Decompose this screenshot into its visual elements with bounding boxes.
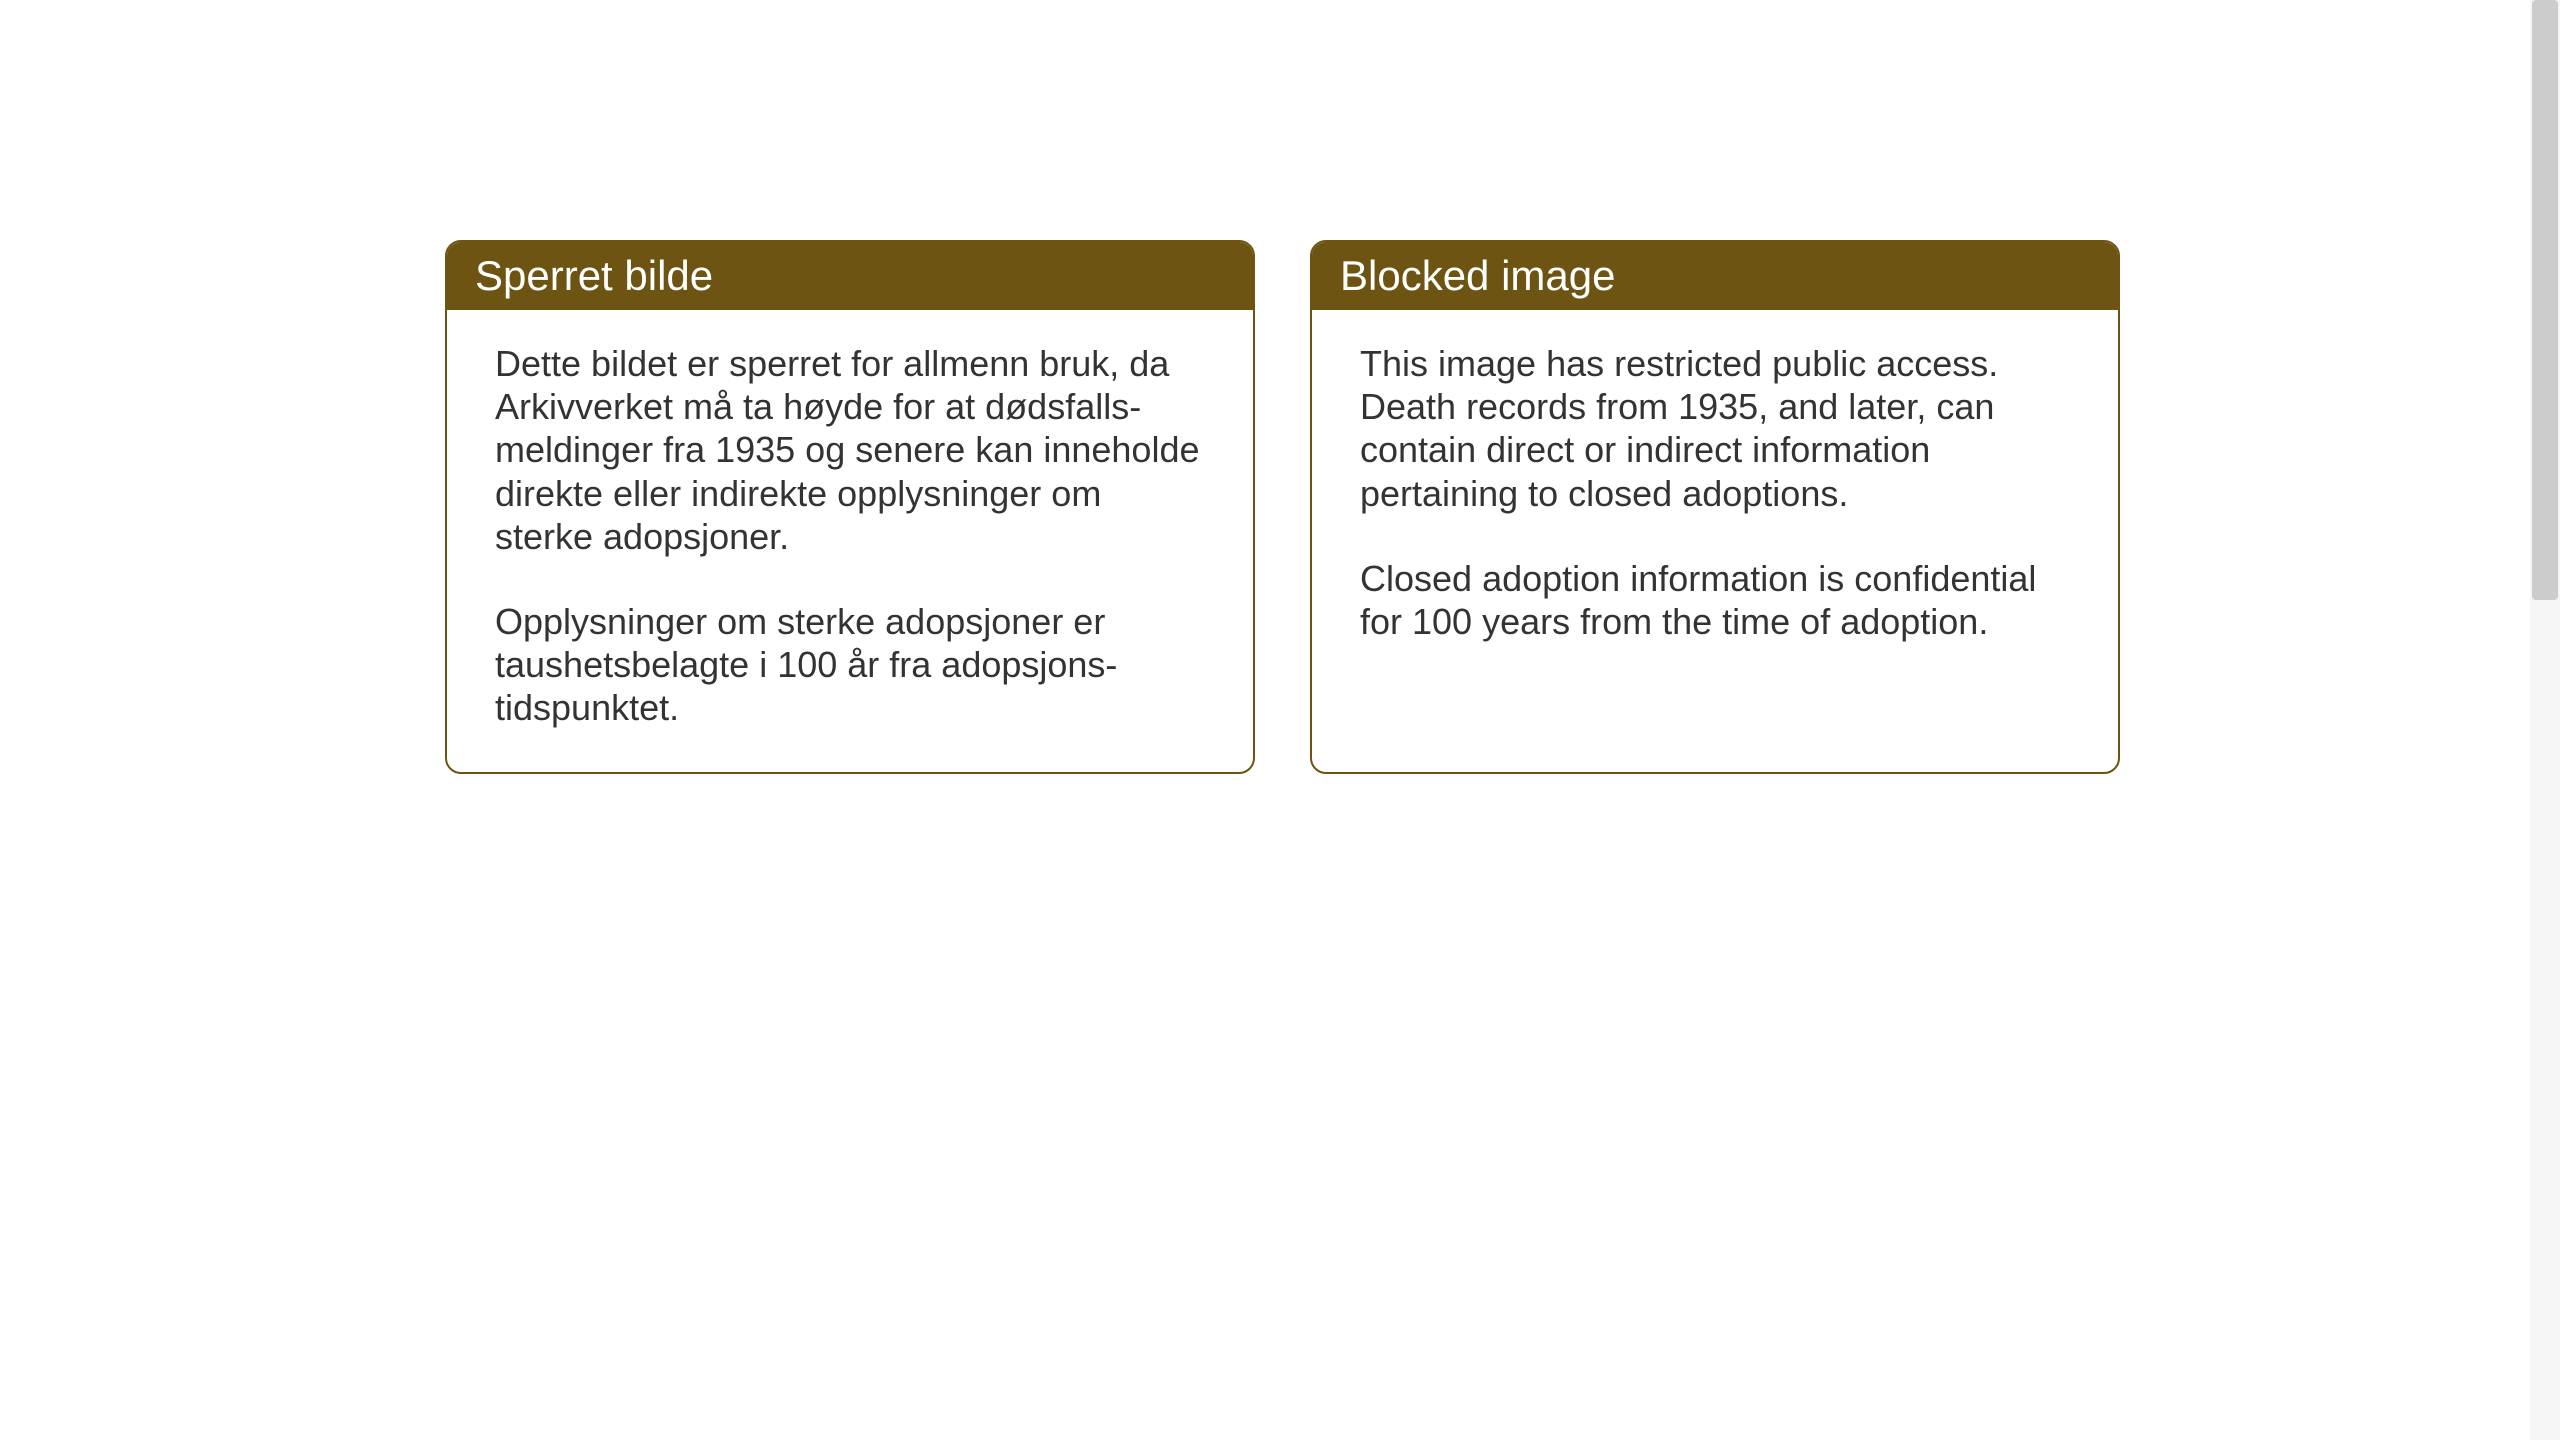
notice-body-english: This image has restricted public access.… (1312, 310, 2118, 685)
notice-paragraph: This image has restricted public access.… (1360, 342, 2070, 515)
notice-body-norwegian: Dette bildet er sperret for allmenn bruk… (447, 310, 1253, 772)
notice-paragraph: Opplysninger om sterke adopsjoner er tau… (495, 600, 1205, 730)
notice-header-english: Blocked image (1312, 242, 2118, 310)
notice-box-english: Blocked image This image has restricted … (1310, 240, 2120, 774)
notice-paragraph: Dette bildet er sperret for allmenn bruk… (495, 342, 1205, 558)
notice-box-norwegian: Sperret bilde Dette bildet er sperret fo… (445, 240, 1255, 774)
scrollbar-thumb[interactable] (2532, 0, 2558, 600)
scrollbar-track[interactable] (2530, 0, 2560, 1440)
notice-paragraph: Closed adoption information is confident… (1360, 557, 2070, 643)
notice-header-norwegian: Sperret bilde (447, 242, 1253, 310)
notice-container: Sperret bilde Dette bildet er sperret fo… (445, 240, 2120, 774)
